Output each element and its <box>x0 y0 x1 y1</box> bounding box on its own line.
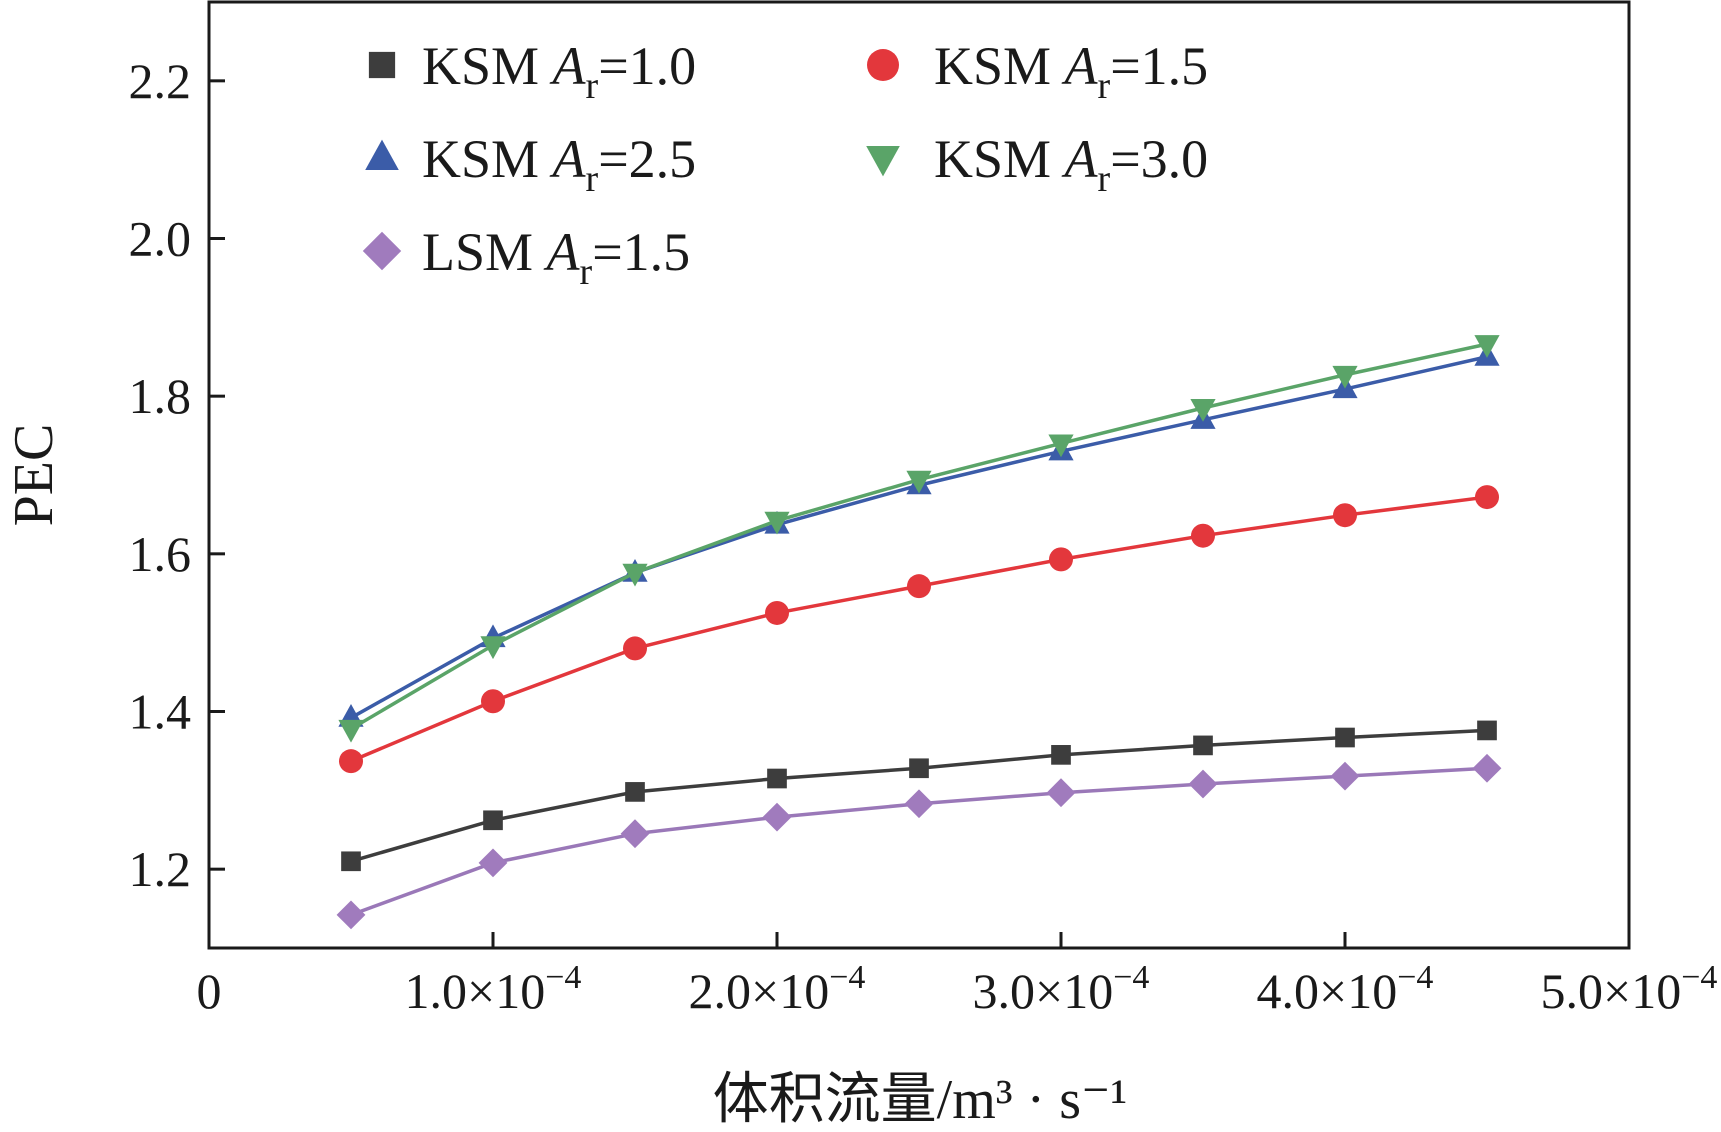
x-axis-label: 体积流量/m³ · s⁻¹ <box>713 1069 1128 1131</box>
legend-item: KSM Ar=2.5 <box>365 129 696 200</box>
x-tick-label: 1.0×10−4 <box>405 959 582 1019</box>
data-point-diamond <box>1330 761 1360 791</box>
x-tick-label: 4.0×10−4 <box>1257 959 1434 1019</box>
series-line <box>350 355 1488 720</box>
data-point-square <box>1193 735 1213 756</box>
data-point-square <box>1051 745 1071 765</box>
data-point-triangle-down <box>1190 398 1216 422</box>
series-ksm-ar-2-5 <box>338 342 1500 727</box>
legend-item: KSM Ar=1.5 <box>867 36 1208 107</box>
legend-label: KSM Ar=3.0 <box>934 129 1208 200</box>
x-tick-label: 3.0×10−4 <box>973 959 1150 1019</box>
data-point-square <box>767 768 787 789</box>
data-point-diamond <box>478 848 508 878</box>
y-tick-label: 2.2 <box>129 53 192 109</box>
y-tick-label: 2.0 <box>129 211 192 267</box>
data-point-diamond <box>336 900 366 930</box>
data-point-circle <box>1049 547 1073 572</box>
data-point-circle <box>1191 523 1215 548</box>
data-point-circle <box>765 600 789 625</box>
legend-label: KSM Ar=1.5 <box>934 36 1208 107</box>
data-point-diamond <box>620 819 650 849</box>
y-tick-label: 1.4 <box>129 684 192 740</box>
series-ksm-ar-3-0 <box>338 335 1500 743</box>
data-point-triangle-down <box>764 511 790 535</box>
y-tick-label: 1.6 <box>129 526 192 582</box>
data-point-square <box>1335 727 1355 748</box>
data-point-square <box>368 51 396 79</box>
legend-label: LSM Ar=1.5 <box>422 222 690 293</box>
legend: KSM Ar=1.0 KSM Ar=1.5 KSM Ar=2.5 KSM Ar=3.0… <box>362 36 1208 293</box>
series-layer <box>336 335 1502 930</box>
data-point-circle <box>1333 503 1357 528</box>
legend-item: KSM Ar=1.0 <box>368 36 696 107</box>
x-tick-label: 2.0×10−4 <box>689 959 866 1019</box>
data-point-diamond <box>1472 753 1502 783</box>
legend-item: KSM Ar=3.0 <box>866 129 1208 200</box>
data-point-square <box>625 782 645 802</box>
y-tick-label: 1.8 <box>129 368 192 424</box>
data-point-diamond <box>362 231 402 271</box>
data-point-square <box>1477 720 1497 741</box>
x-axis-ticks: 0 1.0×10−4 2.0×10−4 3.0×10−4 4.0×10−4 5.0×10−… <box>197 932 1718 1019</box>
y-axis-label: PEC <box>3 424 65 527</box>
data-point-triangle-down <box>906 470 932 494</box>
x-tick-label: 0 <box>197 963 222 1019</box>
x-tick-label: 5.0×10−4 <box>1541 959 1718 1019</box>
y-axis-ticks: 1.2 1.4 1.6 1.8 2.0 2.2 <box>129 53 225 897</box>
data-point-triangle-down <box>622 563 648 587</box>
data-point-square <box>909 758 929 779</box>
data-point-circle <box>623 636 647 661</box>
legend-item: LSM Ar=1.5 <box>362 222 690 293</box>
data-point-diamond <box>904 789 934 819</box>
series-lsm-ar-1-5 <box>336 753 1502 930</box>
plot-frame <box>207 0 1631 950</box>
data-point-diamond <box>1046 778 1076 808</box>
data-point-diamond <box>762 802 792 832</box>
data-point-triangle-down <box>1474 335 1500 358</box>
data-point-triangle-down <box>1048 434 1074 458</box>
data-point-circle <box>339 749 363 774</box>
data-point-triangle-down <box>338 719 364 743</box>
data-point-square <box>341 851 361 872</box>
legend-label: KSM Ar=1.0 <box>422 36 696 107</box>
series-ksm-ar-1-0 <box>341 720 1497 872</box>
data-point-triangle-down <box>866 146 900 177</box>
data-point-circle <box>907 574 931 599</box>
data-point-circle <box>481 689 505 714</box>
data-point-circle <box>1475 485 1499 510</box>
series-ksm-ar-1-5 <box>339 485 1499 774</box>
y-tick-label: 1.2 <box>129 841 192 897</box>
legend-label: KSM Ar=2.5 <box>422 129 696 200</box>
data-point-triangle-up <box>365 139 399 170</box>
data-point-diamond <box>1188 769 1218 799</box>
series-line <box>350 342 1488 731</box>
data-point-triangle-down <box>480 636 506 660</box>
data-point-triangle-down <box>1332 365 1358 389</box>
data-point-square <box>483 810 503 831</box>
data-point-circle <box>867 49 899 81</box>
